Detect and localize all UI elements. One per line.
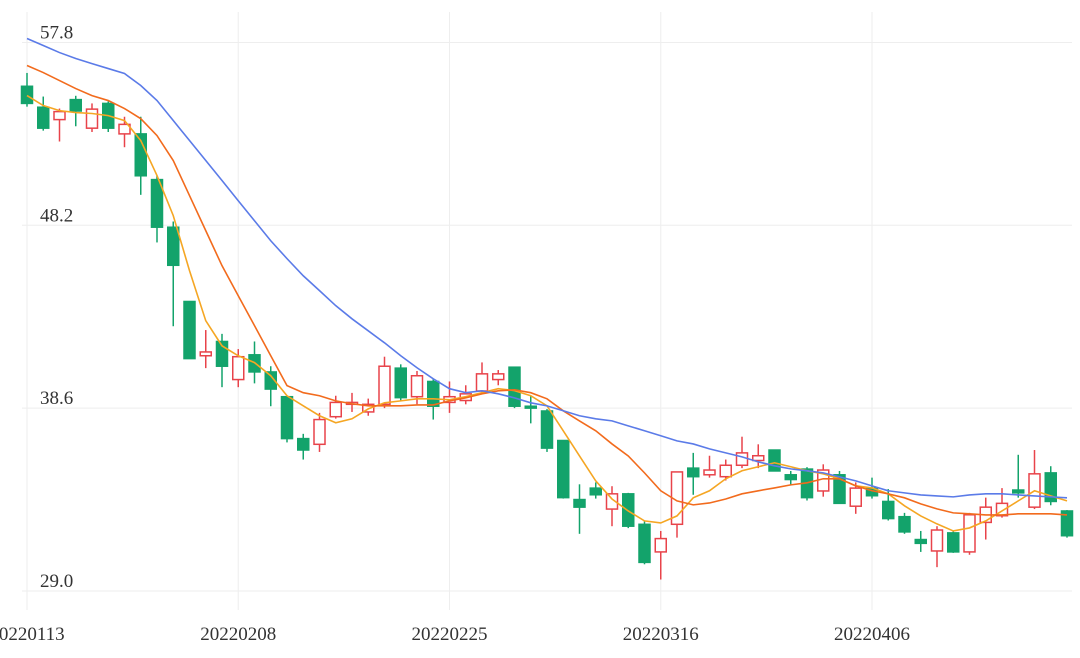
candle-body xyxy=(849,487,862,507)
candle-body xyxy=(654,537,667,553)
candle-body xyxy=(20,85,34,105)
candle-body xyxy=(557,439,570,499)
candle-body xyxy=(475,373,489,392)
candle-body xyxy=(947,532,960,553)
candle-body xyxy=(930,529,944,552)
candle-body xyxy=(215,340,229,367)
candle-body xyxy=(264,371,277,390)
x-tick-label: 20220316 xyxy=(623,624,699,645)
candle-body xyxy=(833,474,846,505)
candle-body xyxy=(540,410,554,449)
candle-body xyxy=(85,108,99,129)
candle-body xyxy=(882,500,895,520)
candle-body xyxy=(589,487,602,496)
candle-body xyxy=(963,514,976,553)
candle-body xyxy=(768,449,781,472)
candle-body xyxy=(394,367,407,399)
candle-body xyxy=(53,110,66,121)
candle-body xyxy=(914,538,927,545)
candle-body xyxy=(524,405,537,409)
candle-body xyxy=(573,498,586,508)
candle-body xyxy=(1044,472,1057,503)
candle-body xyxy=(703,469,716,476)
candle-body xyxy=(199,351,212,357)
candle-body xyxy=(378,365,391,406)
y-tick-label: 38.6 xyxy=(40,388,73,409)
candle-body xyxy=(1012,489,1025,494)
candle-body xyxy=(329,401,342,418)
candle-body xyxy=(752,454,765,462)
moving-average-line xyxy=(26,64,1068,516)
x-tick-label: 20220113 xyxy=(0,624,65,645)
candle-body xyxy=(410,375,424,398)
candle-body xyxy=(605,493,619,510)
candle-body xyxy=(1060,510,1074,537)
candle-body xyxy=(183,300,196,360)
x-tick-label: 20220406 xyxy=(834,624,910,645)
candle-body xyxy=(784,474,797,481)
candle-body xyxy=(69,98,82,112)
candle-body xyxy=(118,123,131,135)
candle-body xyxy=(898,515,911,533)
candle-body xyxy=(280,395,294,440)
candle-body xyxy=(134,133,147,177)
candle-body xyxy=(427,380,440,407)
candle-body xyxy=(150,178,164,228)
candle-body xyxy=(638,523,651,564)
candle-body xyxy=(687,467,700,478)
moving-average-line xyxy=(26,37,1068,499)
candle-body xyxy=(719,464,732,478)
moving-average-line xyxy=(26,94,1068,532)
x-tick-label: 20220225 xyxy=(412,624,488,645)
y-tick-label: 29.0 xyxy=(40,571,73,592)
y-tick-label: 57.8 xyxy=(40,22,73,43)
y-tick-label: 48.2 xyxy=(40,205,73,226)
candle-body xyxy=(492,373,505,381)
candle-body xyxy=(232,355,245,381)
candle-body xyxy=(313,418,326,446)
candle-body xyxy=(37,106,50,129)
candle-body xyxy=(735,452,749,467)
candle-body xyxy=(508,366,521,407)
x-tick-label: 20220208 xyxy=(200,624,276,645)
candle-body xyxy=(167,226,180,267)
candle-body xyxy=(297,437,310,451)
